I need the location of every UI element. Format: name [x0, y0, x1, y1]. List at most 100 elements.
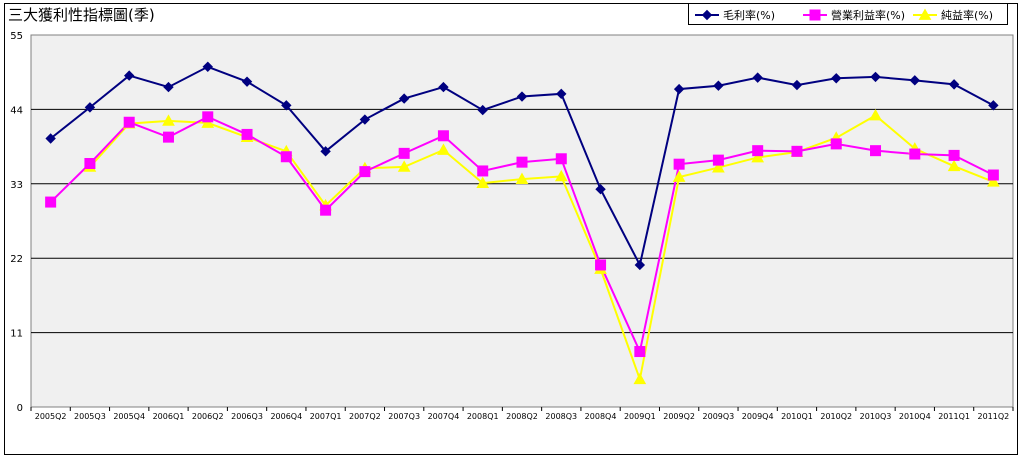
x-tick-label: 2011Q1 — [938, 412, 970, 421]
x-tick-label: 2006Q1 — [153, 412, 185, 421]
data-point-1 — [909, 148, 921, 160]
y-tick-label: 22 — [10, 254, 23, 265]
data-point-2 — [712, 161, 725, 173]
x-tick-label: 2006Q3 — [231, 412, 263, 421]
data-point-2 — [437, 143, 450, 155]
data-point-0 — [320, 146, 331, 157]
data-point-2 — [476, 176, 490, 189]
legend-marker — [701, 9, 713, 21]
data-point-0 — [791, 79, 803, 91]
data-point-1 — [634, 346, 646, 358]
data-point-1 — [162, 131, 174, 143]
data-point-2 — [554, 169, 568, 182]
legend-label: 純益率(%) — [941, 8, 993, 22]
x-tick-label: 2010Q1 — [781, 412, 813, 421]
x-tick-label: 2006Q4 — [270, 412, 302, 421]
data-point-1 — [202, 111, 214, 123]
data-point-0 — [909, 75, 921, 86]
x-tick-label: 2005Q2 — [35, 412, 67, 421]
x-tick-label: 2009Q2 — [663, 412, 695, 421]
x-tick-label: 2009Q1 — [624, 412, 656, 421]
data-point-1 — [398, 147, 410, 159]
x-tick-label: 2010Q4 — [899, 412, 931, 421]
data-point-1 — [516, 156, 528, 168]
data-point-1 — [477, 165, 489, 177]
data-point-2 — [162, 114, 175, 126]
legend-marker — [809, 9, 821, 21]
data-point-0 — [45, 133, 56, 144]
x-tick-label: 2009Q3 — [703, 412, 735, 421]
data-point-0 — [241, 76, 253, 87]
y-tick-label: 33 — [10, 180, 23, 191]
legend-marker — [918, 8, 932, 20]
data-point-0 — [398, 93, 410, 104]
x-tick-label: 2010Q3 — [860, 412, 892, 421]
data-point-0 — [438, 81, 449, 93]
data-point-0 — [516, 91, 528, 102]
y-tick-label: 55 — [10, 31, 23, 42]
y-tick-label: 44 — [10, 105, 23, 116]
data-point-2 — [633, 372, 647, 385]
data-point-0 — [163, 81, 174, 93]
data-point-1 — [359, 166, 371, 178]
series-line-2 — [89, 114, 994, 384]
data-point-0 — [752, 72, 763, 83]
data-point-0 — [202, 61, 213, 72]
data-point-1 — [241, 128, 253, 140]
chart-title: 三大獲利性指標圖(季) — [8, 6, 155, 24]
data-point-0 — [870, 71, 881, 83]
data-point-0 — [123, 70, 135, 81]
x-tick-label: 2008Q4 — [585, 412, 617, 421]
data-point-2 — [869, 108, 882, 121]
x-tick-label: 2007Q1 — [310, 412, 342, 421]
data-point-0 — [988, 100, 999, 111]
data-point-0 — [359, 114, 371, 125]
data-point-1 — [791, 145, 803, 157]
data-point-0 — [477, 104, 488, 116]
x-tick-label: 2007Q3 — [388, 412, 420, 421]
data-point-1 — [948, 149, 960, 161]
data-point-0 — [713, 80, 724, 91]
x-tick-label: 2008Q2 — [506, 412, 538, 421]
data-point-1 — [752, 145, 764, 157]
x-tick-label: 2011Q2 — [977, 412, 1009, 421]
data-point-2 — [672, 170, 686, 182]
data-point-1 — [280, 151, 292, 163]
data-point-0 — [831, 73, 842, 84]
data-point-1 — [673, 158, 685, 170]
plot-area — [30, 34, 1014, 408]
data-point-1 — [437, 130, 449, 142]
data-point-0 — [673, 83, 685, 95]
data-point-0 — [948, 79, 960, 90]
data-point-2 — [515, 172, 529, 184]
data-point-1 — [123, 116, 135, 128]
data-point-0 — [281, 100, 292, 111]
data-point-2 — [397, 160, 411, 172]
x-tick-label: 2008Q3 — [545, 412, 577, 421]
x-tick-label: 2007Q2 — [349, 412, 381, 421]
x-tick-label: 2010Q2 — [820, 412, 852, 421]
x-tick-label: 2006Q2 — [192, 412, 224, 421]
data-point-2 — [751, 150, 765, 163]
data-point-1 — [320, 204, 332, 216]
data-point-1 — [595, 259, 607, 271]
data-point-0 — [595, 184, 606, 195]
data-point-1 — [84, 158, 96, 170]
data-point-1 — [555, 153, 567, 165]
x-tick-label: 2005Q4 — [113, 412, 145, 421]
x-tick-label: 2007Q4 — [428, 412, 460, 421]
y-tick-label: 0 — [17, 403, 23, 414]
x-tick-label: 2008Q1 — [467, 412, 499, 421]
data-point-1 — [712, 154, 724, 166]
data-point-1 — [870, 145, 882, 157]
data-point-1 — [830, 138, 842, 150]
data-point-0 — [634, 259, 646, 271]
x-tick-label: 2005Q3 — [74, 412, 106, 421]
data-point-1 — [987, 169, 999, 181]
legend-label: 毛利率(%) — [723, 8, 775, 22]
y-tick-label: 11 — [10, 329, 23, 340]
data-point-2 — [201, 116, 215, 128]
data-point-0 — [84, 102, 96, 113]
legend-label: 營業利益率(%) — [831, 8, 905, 22]
data-point-2 — [987, 175, 1000, 187]
